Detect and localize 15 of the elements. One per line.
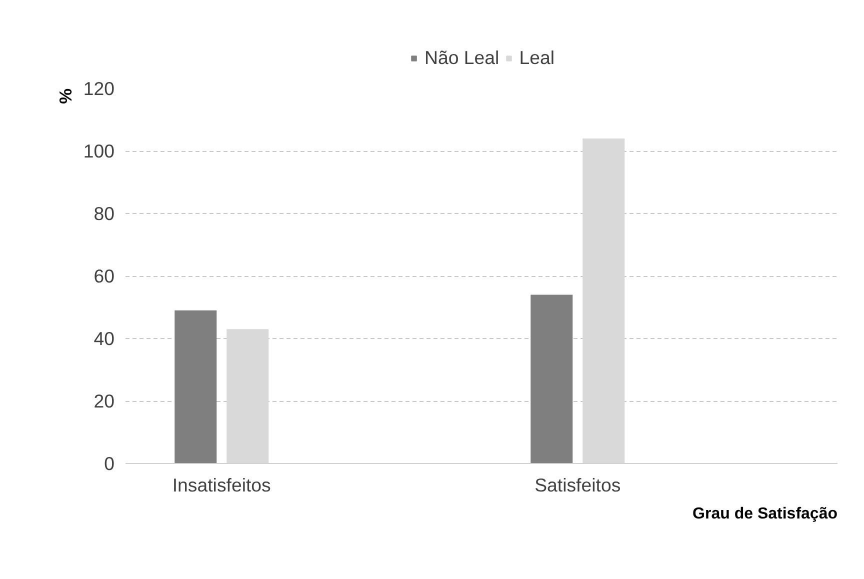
y-tick-label: 100 (83, 140, 115, 162)
x-axis-title: Grau de Satisfação (692, 506, 838, 522)
x-tick-label: Insatisfeitos (172, 474, 271, 496)
y-axis-title: % (56, 88, 76, 104)
legend-label: Leal (519, 47, 554, 69)
y-tick-label: 40 (94, 328, 115, 349)
bar (174, 310, 217, 464)
y-tick-label: 60 (94, 266, 115, 286)
y-tick-label: 20 (94, 390, 115, 412)
y-tick-label: 0 (104, 453, 115, 474)
bar (530, 294, 573, 464)
legend-label: Não Leal (424, 47, 500, 69)
x-tick-label: Satisfeitos (534, 474, 621, 496)
y-tick-label: 120 (83, 78, 115, 99)
y-tick-label: 80 (94, 203, 115, 224)
